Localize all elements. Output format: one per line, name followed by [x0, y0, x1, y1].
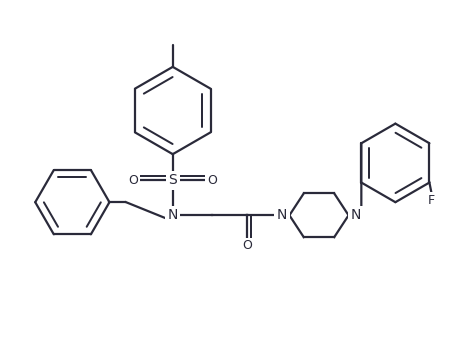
- Text: S: S: [168, 174, 177, 187]
- Text: O: O: [129, 174, 139, 187]
- Text: F: F: [428, 194, 435, 207]
- Text: O: O: [207, 174, 217, 187]
- Text: N: N: [168, 208, 178, 222]
- Text: O: O: [242, 239, 252, 252]
- Text: N: N: [277, 208, 287, 222]
- Text: N: N: [351, 208, 361, 222]
